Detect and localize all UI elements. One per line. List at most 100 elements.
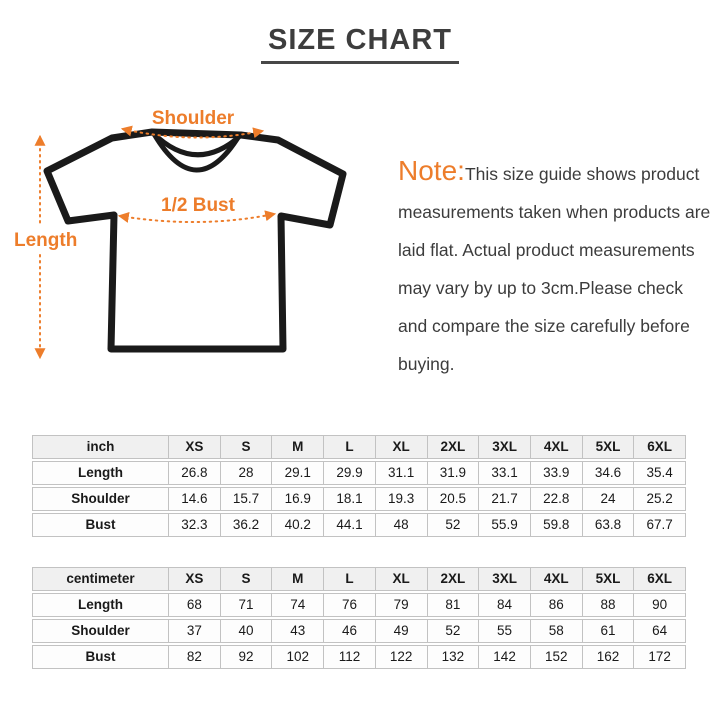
value-cell: 33.9 (529, 462, 582, 484)
size-header-cell: XS (168, 568, 220, 590)
value-cell: 29.1 (271, 462, 323, 484)
value-cell: 55.9 (478, 514, 530, 536)
value-cell: 142 (478, 646, 530, 668)
table-row: Shoulder 14.6 15.7 16.9 18.1 19.3 20.5 21.7 22.8… (32, 487, 686, 511)
value-cell: 162 (581, 646, 634, 668)
value-cell: 55 (478, 620, 530, 642)
size-header-cell: L (323, 568, 375, 590)
value-cell: 25.2 (633, 488, 685, 510)
size-header-cell: M (271, 568, 323, 590)
value-cell: 64 (633, 620, 685, 642)
tshirt-diagram: Shoulder 1/2 Bust Length (14, 108, 347, 360)
shoulder-label: Shoulder (152, 108, 235, 129)
page-title-wrap: SIZE CHART (0, 24, 720, 64)
value-cell: 26.8 (168, 462, 220, 484)
value-cell: 132 (426, 646, 479, 668)
size-header-cell: XL (374, 568, 427, 590)
value-cell: 35.4 (633, 462, 685, 484)
value-cell: 18.1 (323, 488, 375, 510)
size-header-cell: 3XL (478, 436, 530, 458)
unit-label-cell: inch (86, 439, 115, 454)
size-header-cell: 3XL (478, 568, 530, 590)
value-cell: 48 (374, 514, 427, 536)
size-header-cell: S (219, 568, 272, 590)
size-header-cell: 6XL (633, 436, 685, 458)
bust-arrow (117, 210, 277, 224)
value-cell: 92 (219, 646, 272, 668)
value-cell: 20.5 (426, 488, 479, 510)
value-cell: 152 (529, 646, 582, 668)
table-row: Bust 32.3 36.2 40.2 44.1 48 52 55.9 59.8 63.8 67.7 (32, 513, 686, 537)
value-cell: 46 (323, 620, 375, 642)
value-cell: 79 (374, 594, 427, 616)
value-cell: 21.7 (478, 488, 530, 510)
size-header-cell: 4XL (529, 436, 582, 458)
size-table-header-row: centimeter XS S M L XL 2XL 3XL 4XL 5XL 6XL (32, 567, 686, 591)
value-cell: 14.6 (168, 488, 220, 510)
tshirt-collar-outer (151, 131, 242, 173)
value-cell: 67.7 (633, 514, 685, 536)
value-cell: 37 (168, 620, 220, 642)
value-cell: 28 (219, 462, 272, 484)
value-cell: 81 (426, 594, 479, 616)
value-cell: 59.8 (529, 514, 582, 536)
row-label-cell: Length (78, 465, 123, 480)
value-cell: 52 (426, 514, 479, 536)
table-row: Length 68 71 74 76 79 81 84 86 88 90 (32, 593, 686, 617)
page-title: SIZE CHART (261, 24, 459, 64)
value-cell: 32.3 (168, 514, 220, 536)
value-cell: 76 (323, 594, 375, 616)
value-cell: 34.6 (581, 462, 634, 484)
tshirt-collar-inner (150, 130, 243, 158)
size-header-cell: 4XL (529, 568, 582, 590)
value-cell: 63.8 (581, 514, 634, 536)
value-cell: 24 (581, 488, 634, 510)
length-label: Length (14, 230, 77, 251)
size-header-cell: 5XL (581, 436, 634, 458)
row-label-cell: Bust (85, 649, 116, 664)
value-cell: 52 (426, 620, 479, 642)
value-cell: 31.1 (374, 462, 427, 484)
value-cell: 16.9 (271, 488, 323, 510)
centimeter-table: centimeter XS S M L XL 2XL 3XL 4XL 5XL 6XL Length 68… (32, 567, 686, 671)
row-label-cell: Shoulder (71, 623, 130, 638)
row-label-cell: Shoulder (71, 491, 130, 506)
value-cell: 86 (529, 594, 582, 616)
tshirt-outline (43, 128, 347, 353)
note-text: This size guide shows product measuremen… (398, 163, 711, 374)
value-cell: 58 (529, 620, 582, 642)
value-cell: 19.3 (374, 488, 427, 510)
value-cell: 68 (168, 594, 220, 616)
table-row: Length 26.8 28 29.1 29.9 31.1 31.9 33.1 33.9 34.6… (32, 461, 686, 485)
size-header-cell: 5XL (581, 568, 634, 590)
value-cell: 49 (374, 620, 427, 642)
value-cell: 40 (219, 620, 272, 642)
size-header-cell: XS (168, 436, 220, 458)
value-cell: 172 (633, 646, 685, 668)
size-header-cell: 2XL (426, 568, 479, 590)
value-cell: 33.1 (478, 462, 530, 484)
table-row: Bust 82 92 102 112 122 132 142 152 162 172 (32, 645, 686, 669)
value-cell: 15.7 (219, 488, 272, 510)
size-header-cell: S (219, 436, 272, 458)
note-prefix: Note: (398, 154, 465, 186)
note: Note:This size guide shows product measu… (398, 152, 712, 383)
value-cell: 43 (271, 620, 323, 642)
value-cell: 40.2 (271, 514, 323, 536)
table-row: Shoulder 37 40 43 46 49 52 55 58 61 64 (32, 619, 686, 643)
value-cell: 88 (581, 594, 634, 616)
size-header-cell: M (271, 436, 323, 458)
value-cell: 112 (323, 646, 375, 668)
size-header-cell: 2XL (426, 436, 479, 458)
value-cell: 36.2 (219, 514, 272, 536)
value-cell: 61 (581, 620, 634, 642)
bust-label: 1/2 Bust (161, 195, 236, 216)
size-table-header-row: inch XS S M L XL 2XL 3XL 4XL 5XL 6XL (32, 435, 686, 459)
value-cell: 74 (271, 594, 323, 616)
value-cell: 102 (271, 646, 323, 668)
value-cell: 44.1 (323, 514, 375, 536)
value-cell: 31.9 (426, 462, 479, 484)
value-cell: 90 (633, 594, 685, 616)
size-header-cell: 6XL (633, 568, 685, 590)
